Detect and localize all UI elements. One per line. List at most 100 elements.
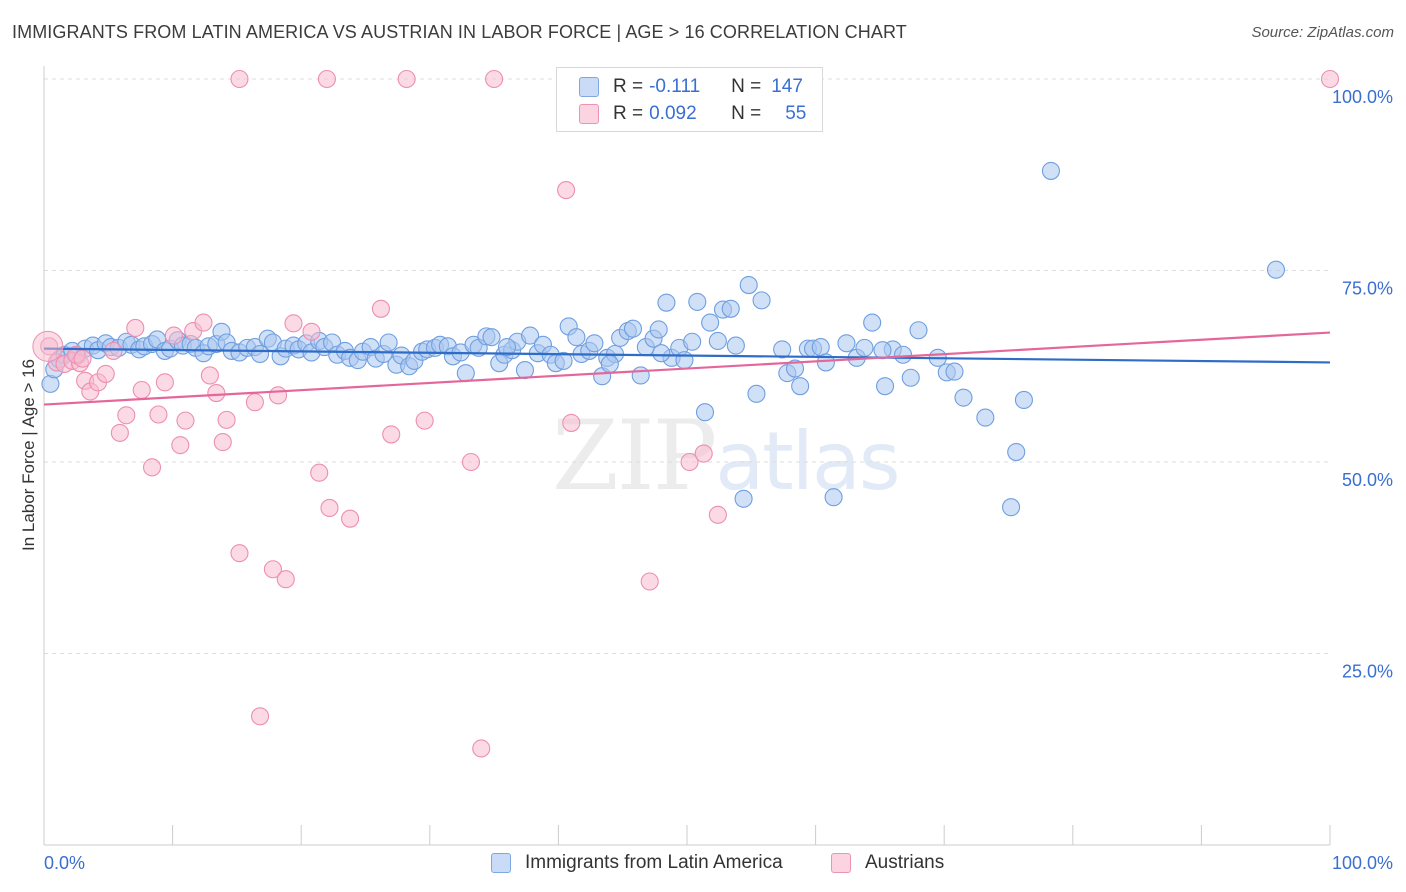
x-tick-label: 0.0% — [44, 853, 85, 873]
point-austrians — [194, 313, 213, 332]
point-austrians — [640, 572, 659, 591]
legend-n-label: N = — [731, 76, 762, 97]
legend-n-label: N = — [731, 103, 762, 124]
point-austrians — [397, 69, 416, 89]
series-legend-item-austrians: Austrians — [831, 852, 944, 874]
point-austrians — [694, 444, 713, 463]
point-austrians — [708, 505, 727, 524]
point-latin-america — [379, 333, 398, 352]
point-latin-america — [554, 351, 573, 370]
point-latin-america — [1041, 161, 1060, 180]
y-axis-label: In Labor Force | Age > 16 — [19, 359, 38, 551]
point-austrians — [149, 405, 168, 424]
point-austrians — [207, 384, 226, 403]
point-latin-america — [631, 366, 650, 385]
point-latin-america — [1014, 390, 1033, 410]
point-austrians — [302, 322, 321, 341]
point-latin-america — [773, 340, 792, 359]
series-swatch-blue — [491, 853, 511, 873]
point-latin-america — [683, 332, 702, 351]
legend-swatch-pink — [579, 104, 599, 124]
point-austrians — [310, 463, 329, 482]
point-latin-america — [976, 408, 995, 427]
point-latin-america — [585, 334, 604, 353]
point-austrians — [245, 393, 264, 412]
point-austrians — [461, 452, 481, 472]
point-latin-america — [752, 291, 771, 310]
point-latin-america — [945, 362, 964, 381]
point-latin-america — [734, 489, 753, 508]
point-latin-america — [250, 344, 270, 364]
point-latin-america — [747, 384, 766, 403]
point-austrians — [680, 452, 699, 472]
stats-legend: R = -0.111 N = 147 R = 0.092 N = 55 — [556, 67, 823, 132]
point-austrians — [317, 69, 336, 89]
point-austrians — [341, 509, 360, 528]
chart-title: IMMIGRANTS FROM LATIN AMERICA VS AUSTRIA… — [12, 22, 907, 42]
point-austrians — [217, 410, 236, 429]
point-latin-america — [837, 334, 856, 353]
point-latin-america — [675, 351, 694, 370]
y-tick-label: 25.0% — [1342, 662, 1393, 682]
point-latin-america — [863, 313, 882, 332]
point-latin-america — [497, 338, 517, 357]
point-austrians — [96, 364, 115, 383]
point-latin-america — [721, 299, 740, 318]
trend-line-austrians — [43, 331, 1331, 406]
series-legend-item-latin-america: Immigrants from Latin America — [491, 852, 783, 874]
legend-r-label: R = — [613, 76, 644, 97]
point-austrians — [230, 69, 249, 89]
point-latin-america — [695, 403, 715, 422]
legend-r-label: R = — [613, 103, 644, 124]
point-austrians — [155, 373, 174, 392]
point-austrians — [176, 411, 195, 430]
point-austrians — [276, 570, 295, 589]
point-latin-america — [824, 488, 843, 507]
point-latin-america — [893, 345, 913, 364]
point-latin-america — [811, 338, 830, 357]
point-latin-america — [1007, 442, 1026, 462]
point-latin-america — [708, 331, 727, 351]
y-tick-label: 100.0% — [1332, 87, 1393, 107]
x-tick-label: 100.0% — [1332, 853, 1393, 873]
point-latin-america — [521, 326, 540, 345]
series-legend: Immigrants from Latin America Austrians — [0, 852, 1406, 878]
point-austrians — [371, 299, 390, 318]
legend-n-value: 147 — [771, 76, 803, 97]
point-austrians — [415, 411, 434, 430]
point-austrians — [250, 707, 270, 726]
point-austrians — [485, 69, 504, 89]
point-latin-america — [701, 313, 720, 332]
point-latin-america — [1266, 260, 1286, 279]
point-austrians — [132, 380, 151, 400]
point-latin-america — [600, 354, 619, 374]
point-austrians — [263, 560, 282, 579]
point-austrians — [117, 406, 136, 425]
point-latin-america — [726, 336, 745, 355]
point-austrians — [126, 318, 145, 338]
point-austrians — [562, 413, 581, 432]
y-tick-label: 50.0% — [1342, 470, 1393, 490]
point-austrians — [1320, 69, 1340, 89]
point-austrians — [472, 739, 491, 758]
legend-row-austrians: R = 0.092 N = 55 — [579, 101, 806, 127]
point-latin-america — [688, 292, 707, 311]
point-latin-america — [739, 276, 758, 295]
legend-r-value: 0.092 — [649, 103, 697, 124]
point-latin-america — [816, 353, 835, 372]
source-label: Source: ZipAtlas.com — [1251, 24, 1394, 41]
series-swatch-pink — [831, 853, 851, 873]
point-latin-america — [901, 368, 920, 387]
point-latin-america — [875, 377, 895, 396]
point-austrians — [171, 436, 190, 455]
point-latin-america — [855, 338, 874, 357]
point-latin-america — [1002, 498, 1021, 517]
series-legend-label: Immigrants from Latin America — [525, 852, 783, 873]
point-latin-america — [623, 319, 643, 338]
point-latin-america — [791, 377, 810, 396]
legend-swatch-blue — [579, 77, 599, 97]
point-austrians — [110, 423, 129, 442]
point-austrians — [557, 181, 576, 200]
point-latin-america — [649, 320, 668, 339]
